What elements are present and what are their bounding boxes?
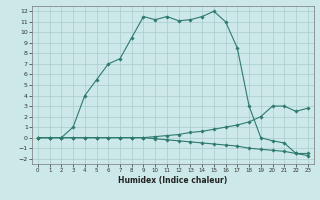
X-axis label: Humidex (Indice chaleur): Humidex (Indice chaleur) (118, 176, 228, 185)
